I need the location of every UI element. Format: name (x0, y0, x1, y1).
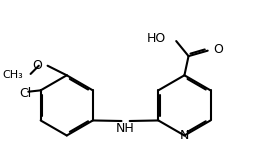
Text: O: O (32, 59, 42, 72)
Text: NH: NH (116, 122, 135, 135)
Text: CH₃: CH₃ (2, 70, 23, 80)
Text: Cl: Cl (20, 87, 32, 100)
Text: HO: HO (147, 32, 166, 45)
Text: N: N (180, 129, 189, 142)
Text: O: O (213, 43, 223, 56)
